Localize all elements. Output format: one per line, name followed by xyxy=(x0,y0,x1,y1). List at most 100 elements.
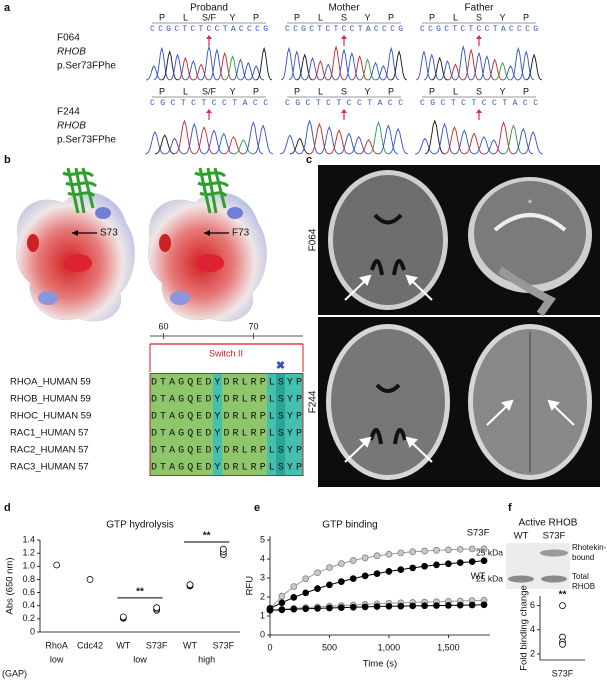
amino-acid: P xyxy=(388,86,394,96)
blot-column: S73F xyxy=(543,531,566,542)
residue-cell xyxy=(240,390,249,408)
data-point xyxy=(326,581,333,589)
blot-band xyxy=(541,575,567,583)
residue-cell xyxy=(267,373,276,391)
data-point xyxy=(314,585,321,592)
trace-peak xyxy=(296,53,313,81)
amino-acid: Y xyxy=(364,12,370,22)
data-point xyxy=(338,560,345,567)
trace-peak xyxy=(184,122,205,155)
amino-acid: P xyxy=(159,86,165,96)
residue-cell xyxy=(159,458,168,476)
residue-label: S73 xyxy=(100,228,118,239)
x-tick-label: 0 xyxy=(267,642,272,652)
residue-cell xyxy=(159,424,168,442)
trace-peak xyxy=(474,135,494,155)
trace-peak xyxy=(200,45,218,81)
data-point xyxy=(385,550,393,558)
ruler-label: 70 xyxy=(248,321,258,331)
y-axis-label: Fold binding change xyxy=(519,585,530,671)
data-point xyxy=(326,564,333,571)
residue-cell xyxy=(258,441,267,459)
trace-peak xyxy=(145,65,162,81)
residue-cell xyxy=(150,424,159,442)
amino-acid: Y xyxy=(229,86,235,96)
residue-cell xyxy=(285,441,294,459)
residue-cell xyxy=(204,441,213,459)
trace-peak xyxy=(510,46,527,81)
trace-peak xyxy=(224,55,241,81)
data-point xyxy=(409,602,417,610)
size-marker: 25 kDa xyxy=(476,573,503,583)
mri-marker: * xyxy=(528,199,532,210)
data-point xyxy=(302,589,310,597)
trace-peak xyxy=(359,58,376,81)
data-point xyxy=(349,603,357,611)
residue-cell xyxy=(177,407,186,425)
residue-cell xyxy=(276,424,285,442)
data-point xyxy=(86,576,94,583)
data-point xyxy=(445,546,452,554)
residue-cell xyxy=(168,373,177,391)
residue-cell xyxy=(294,441,303,459)
y-tick-label: 1 xyxy=(260,610,265,620)
trace-peak xyxy=(415,137,435,155)
data-point xyxy=(373,552,381,560)
residue-cell xyxy=(213,390,222,408)
residue-cell xyxy=(204,373,213,391)
trace-peak xyxy=(502,65,519,81)
residue-cell xyxy=(186,441,195,459)
sequence-name: RHOC_HUMAN 59 xyxy=(10,411,91,422)
data-point xyxy=(445,602,452,609)
trace-peak xyxy=(299,119,320,155)
y-axis-label: Abs (650 nm) xyxy=(5,557,16,614)
trace-peak xyxy=(223,135,244,155)
sequence: DTAGQEDYDRLRPLSYP xyxy=(151,378,302,389)
trace-peak xyxy=(309,122,330,155)
data-point xyxy=(53,561,61,569)
chart-title: Active RHOB xyxy=(519,518,578,529)
trace-peak xyxy=(423,53,440,81)
residue-cell xyxy=(249,373,258,391)
trace-peak xyxy=(153,46,170,81)
data-point xyxy=(480,601,488,609)
trace-peak xyxy=(319,126,340,155)
sequence: DTAGQEDYDRLRPLSYP xyxy=(151,446,302,457)
data-point xyxy=(349,557,357,564)
trace-peak xyxy=(185,60,202,81)
residue-cell xyxy=(294,458,303,476)
trace-peak xyxy=(216,51,233,81)
residue-cell xyxy=(213,407,222,425)
residue-cell xyxy=(222,441,231,459)
residue-cell xyxy=(213,424,222,442)
data-point xyxy=(266,606,274,614)
trace-peak xyxy=(523,131,543,155)
trace-peak xyxy=(161,50,178,81)
data-point xyxy=(290,583,298,590)
arrowhead xyxy=(204,230,210,236)
data-point xyxy=(433,546,440,554)
residue-cell xyxy=(186,407,195,425)
amino-acid: S xyxy=(476,12,482,22)
y-tick-label: 0 xyxy=(260,629,265,639)
residue-cell xyxy=(177,458,186,476)
data-point xyxy=(559,640,566,648)
residue-cell xyxy=(249,390,258,408)
amino-acid: S/F xyxy=(202,86,217,96)
trace-peak xyxy=(213,132,234,155)
variant-arrowhead xyxy=(476,35,482,39)
data-point xyxy=(349,575,357,582)
residue-cell xyxy=(240,407,249,425)
amino-acid: P xyxy=(253,12,259,22)
trace-peak xyxy=(483,139,504,155)
row-label: F244 xyxy=(308,390,319,413)
residue-cell xyxy=(222,458,231,476)
residue-cell xyxy=(258,407,267,425)
bases: CCGCTCTCCTACCCG xyxy=(420,25,538,34)
residue-cell xyxy=(267,424,276,442)
significance: ** xyxy=(203,531,211,542)
x-tick-label: 1,500 xyxy=(437,642,460,652)
data-point xyxy=(302,605,310,613)
residue-cell xyxy=(195,390,204,408)
x-tick-label: S73F xyxy=(552,668,574,678)
